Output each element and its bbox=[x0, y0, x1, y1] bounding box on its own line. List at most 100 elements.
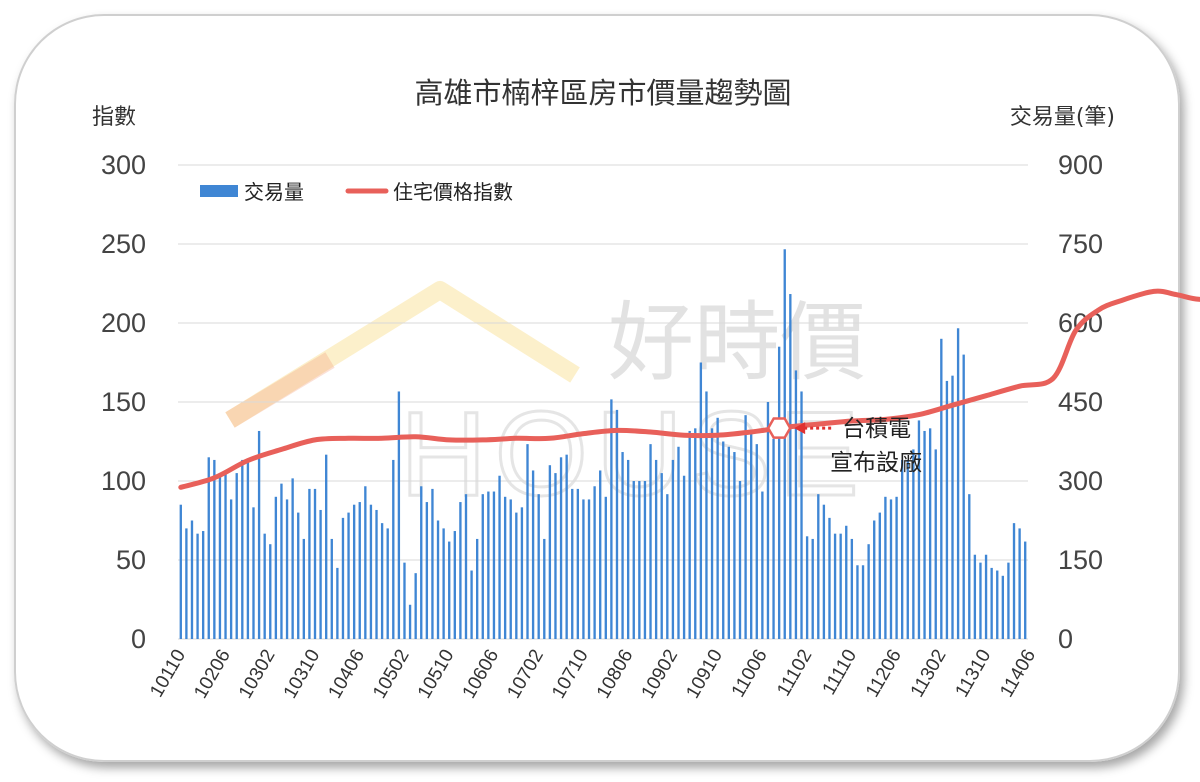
volume-bar bbox=[867, 544, 870, 639]
volume-bar bbox=[319, 509, 322, 639]
y-left-tick-label: 100 bbox=[101, 466, 146, 496]
volume-bar bbox=[621, 452, 624, 639]
volume-bar bbox=[257, 430, 261, 639]
y-left-tick-label: 200 bbox=[101, 308, 146, 338]
volume-bar bbox=[777, 346, 781, 639]
y-right-axis-title: 交易量(筆) bbox=[1010, 105, 1115, 130]
volume-bar bbox=[252, 507, 255, 639]
volume-bar bbox=[213, 459, 216, 639]
watermark-text-cn: 好時價 bbox=[608, 293, 866, 393]
x-tick-label: 10710 bbox=[548, 646, 593, 702]
volume-bar bbox=[856, 565, 859, 639]
volume-bar bbox=[817, 494, 820, 639]
volume-bar bbox=[928, 428, 932, 639]
volume-bar bbox=[794, 370, 798, 639]
volume-bar bbox=[487, 491, 490, 639]
volume-bar bbox=[940, 338, 943, 639]
volume-bar bbox=[414, 573, 417, 639]
annotation-marker bbox=[766, 417, 792, 439]
volume-bar bbox=[638, 481, 641, 639]
volume-bar bbox=[901, 459, 904, 639]
volume-bar bbox=[906, 459, 909, 639]
volume-bar bbox=[861, 565, 865, 639]
volume-bar bbox=[453, 531, 456, 639]
volume-bar bbox=[291, 478, 294, 639]
volume-bar bbox=[218, 473, 222, 639]
volume-bar bbox=[766, 402, 770, 639]
volume-bar bbox=[783, 249, 786, 639]
volume-bar bbox=[828, 517, 831, 639]
volume-bar bbox=[962, 354, 965, 639]
volume-bar bbox=[364, 486, 367, 639]
volume-bar bbox=[945, 380, 949, 639]
volume-bar bbox=[559, 457, 563, 639]
volume-bar bbox=[923, 430, 926, 639]
y-left-tick-label: 0 bbox=[131, 624, 146, 654]
volume-bar bbox=[196, 533, 199, 639]
volume-bar bbox=[677, 446, 680, 639]
volume-bar bbox=[800, 391, 803, 639]
volume-bar bbox=[481, 494, 484, 639]
y-left-tick-label: 50 bbox=[116, 545, 146, 575]
volume-bar bbox=[968, 494, 971, 639]
volume-bar bbox=[537, 494, 540, 639]
volume-bar bbox=[666, 494, 669, 639]
volume-bar bbox=[632, 481, 635, 639]
price-index-series bbox=[178, 288, 1200, 490]
annotation-arrowhead bbox=[794, 422, 806, 435]
x-tick-label: 10902 bbox=[638, 646, 683, 702]
x-tick-label: 11006 bbox=[728, 646, 772, 701]
volume-bar bbox=[682, 475, 686, 639]
y-right-tick-label: 750 bbox=[1058, 229, 1103, 259]
volume-bar bbox=[722, 441, 725, 639]
volume-bar bbox=[710, 428, 714, 639]
legend-line-label: 住宅價格指數 bbox=[393, 180, 513, 204]
y-left-ticks: 0 50 100 150 200 250 300 bbox=[101, 150, 146, 654]
volume-bar bbox=[246, 459, 250, 639]
volume-bar bbox=[761, 491, 764, 639]
y-left-tick-label: 150 bbox=[101, 387, 146, 417]
volume-bar bbox=[185, 528, 188, 639]
volume-bar bbox=[436, 520, 440, 639]
volume-bar bbox=[604, 496, 607, 639]
volume-bar bbox=[269, 544, 272, 639]
x-tick-label: 11406 bbox=[996, 646, 1040, 701]
volume-bar bbox=[520, 507, 524, 639]
volume-bar bbox=[358, 502, 361, 639]
volume-bar bbox=[325, 454, 328, 639]
volume-bar bbox=[1024, 541, 1027, 639]
volume-bar bbox=[660, 473, 663, 639]
volume-bar bbox=[302, 538, 305, 639]
volume-bar bbox=[884, 496, 887, 639]
volume-bar bbox=[464, 494, 468, 639]
annotation: 台積電 宣布設廠 bbox=[766, 416, 922, 476]
volume-bar bbox=[263, 533, 266, 639]
x-tick-label: 10806 bbox=[593, 646, 638, 702]
volume-bar bbox=[297, 512, 300, 639]
watermark-roof-shape bbox=[225, 281, 580, 428]
volume-bar bbox=[973, 554, 977, 639]
y-left-tick-label: 250 bbox=[101, 229, 146, 259]
volume-bar bbox=[934, 449, 937, 639]
volume-bar bbox=[207, 457, 210, 639]
volume-bar bbox=[531, 470, 535, 639]
watermark: 好時價 HOUSE bbox=[225, 281, 866, 523]
volume-bar bbox=[397, 391, 401, 639]
volume-bar bbox=[996, 570, 999, 639]
volume-bar bbox=[772, 438, 775, 639]
volume-bar bbox=[615, 409, 619, 639]
volume-bar bbox=[201, 531, 205, 639]
volume-bar bbox=[1018, 528, 1021, 639]
volume-bar bbox=[386, 528, 389, 639]
volume-bar bbox=[845, 525, 848, 639]
watermark-roof-shape-2 bbox=[225, 352, 335, 428]
x-tick-label: 10502 bbox=[369, 646, 414, 702]
x-tick-label: 10302 bbox=[235, 646, 280, 702]
volume-bar bbox=[599, 470, 602, 639]
volume-bar bbox=[990, 567, 993, 639]
volume-bar bbox=[956, 328, 960, 639]
volume-bar bbox=[649, 444, 652, 639]
volume-bar bbox=[571, 488, 574, 639]
volume-bar bbox=[1007, 562, 1010, 639]
